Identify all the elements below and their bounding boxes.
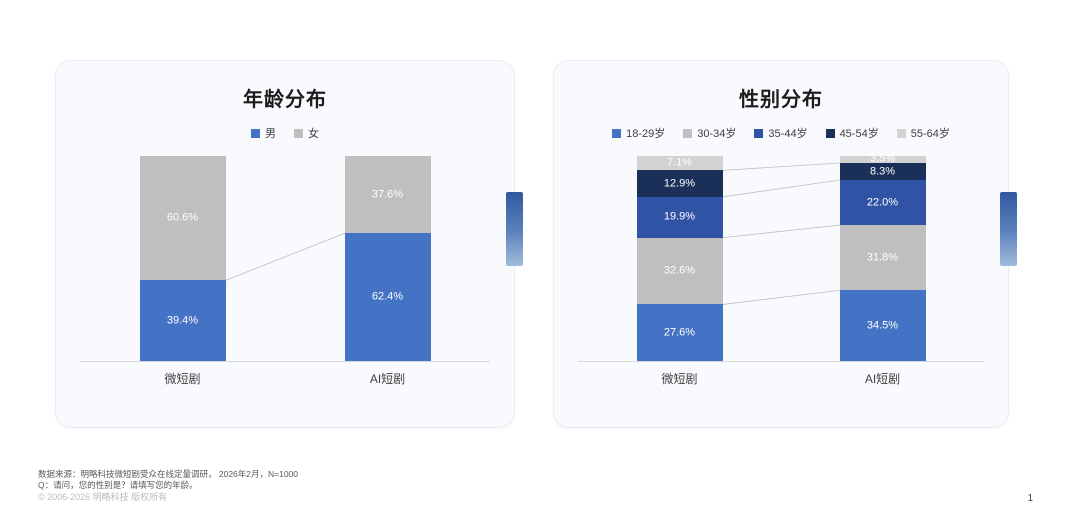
accent-bar-decoration [506, 192, 523, 266]
bar-segment: 3.5% [839, 152, 926, 165]
legend-item: 男 [251, 125, 276, 141]
bar-segment: 27.6% [636, 304, 723, 361]
bar-segment: 12.9% [636, 170, 723, 197]
bar-segment: 60.6% [139, 156, 226, 281]
gender-distribution-card: 性别分布 18-29岁 30-34岁 35-44岁 45-54岁 55-64岁 27.6… [553, 60, 1017, 428]
legend-label: 女 [308, 128, 319, 140]
gender-chart-x-axis: 微短剧 AI短剧 [578, 370, 984, 387]
footer: 数据来源：明略科技微短剧受众在线定量调研， 2026年2月，N=1000 Q：请… [38, 469, 298, 504]
stacked-bar: 27.6% 32.6% 19.9% 12.9% 7.1% [636, 155, 723, 361]
bar-segment: 39.4% [139, 280, 226, 361]
age-chart-title: 年龄分布 [243, 89, 327, 111]
age-chart-plot: 39.4% 60.6% 62.4% 37.6% [80, 156, 490, 362]
legend-swatch [683, 128, 693, 138]
source-note: 数据来源：明略科技微短剧受众在线定量调研， 2026年2月，N=1000 [38, 469, 299, 479]
legend-label: 男 [265, 128, 276, 140]
data-label: 37.6% [371, 188, 404, 201]
copyright-note: © 2006-2026 明略科技 版权所有 [38, 492, 168, 503]
data-label: 19.9% [663, 210, 696, 223]
legend-item: 45-54岁 [825, 125, 879, 141]
question-note: Q：请问，您的性别是？请填写您的年龄。 [38, 480, 198, 491]
gender-chart-legend: 18-29岁 30-34岁 35-44岁 45-54岁 55-64岁 [578, 125, 984, 141]
legend-item: 18-29岁 [612, 125, 665, 141]
data-label: 22.0% [866, 196, 899, 209]
gender-chart-plot: 27.6% 32.6% 19.9% 12.9% 7.1% 34.5% 31.8% 22.0% 8… [578, 152, 984, 362]
category-label: 微短剧 [661, 372, 698, 386]
legend-label: 18-29岁 [626, 128, 666, 140]
data-label: 62.4% [371, 290, 404, 303]
stacked-bar: 62.4% 37.6% [344, 156, 431, 361]
bar-segment: 22.0% [839, 180, 926, 226]
legend-swatch [612, 128, 622, 138]
legend-item: 女 [294, 125, 319, 141]
data-label: 12.9% [663, 177, 696, 190]
bar-segment: 34.5% [839, 290, 926, 361]
data-label: 31.8% [866, 251, 899, 264]
age-chart-x-axis: 微短剧 AI短剧 [80, 370, 490, 387]
bar-segment: 62.4% [344, 233, 431, 361]
legend-label: 55-64岁 [910, 128, 950, 140]
data-label: 7.1% [666, 156, 693, 169]
stacked-bar: 34.5% 31.8% 22.0% 8.3% 3.5% [839, 152, 926, 361]
legend-swatch [825, 128, 835, 138]
legend-item: 55-64岁 [896, 125, 950, 141]
age-distribution-card: 年龄分布 男女 39.4% 60.6% 62.4% 37.6% 微短剧 AI短剧 [55, 60, 523, 428]
bar-segment: 37.6% [344, 156, 431, 234]
bar-segment: 19.9% [636, 196, 723, 238]
data-label: 39.4% [166, 314, 199, 327]
stacked-bar: 39.4% 60.6% [139, 156, 226, 361]
bar-segment: 8.3% [839, 163, 926, 180]
bar-segment: 31.8% [839, 225, 926, 291]
data-label: 8.3% [869, 165, 896, 177]
gender-chart-title: 性别分布 [739, 89, 823, 111]
data-label: 32.6% [663, 264, 696, 277]
legend-swatch [251, 128, 260, 138]
data-label: 60.6% [166, 211, 199, 224]
data-label: 27.6% [663, 326, 696, 339]
bar-segment: 32.6% [636, 237, 723, 305]
legend-swatch [294, 128, 303, 138]
category-label: AI短剧 [369, 372, 406, 386]
legend-swatch [896, 128, 906, 138]
page-number: 1 [1027, 493, 1033, 504]
data-label: 34.5% [866, 319, 899, 332]
category-label: AI短剧 [864, 372, 901, 386]
age-chart-legend: 男女 [80, 125, 490, 141]
legend-label: 45-54岁 [839, 128, 879, 140]
accent-bar-decoration [1000, 192, 1017, 266]
legend-item: 35-44岁 [754, 125, 808, 141]
legend-swatch [754, 128, 764, 138]
legend-label: 35-44岁 [768, 128, 808, 140]
legend-label: 30-34岁 [697, 128, 737, 140]
data-label: 3.5% [869, 152, 896, 165]
legend-item: 30-34岁 [683, 125, 736, 141]
bar-segment: 7.1% [636, 155, 723, 171]
category-label: 微短剧 [164, 372, 201, 386]
